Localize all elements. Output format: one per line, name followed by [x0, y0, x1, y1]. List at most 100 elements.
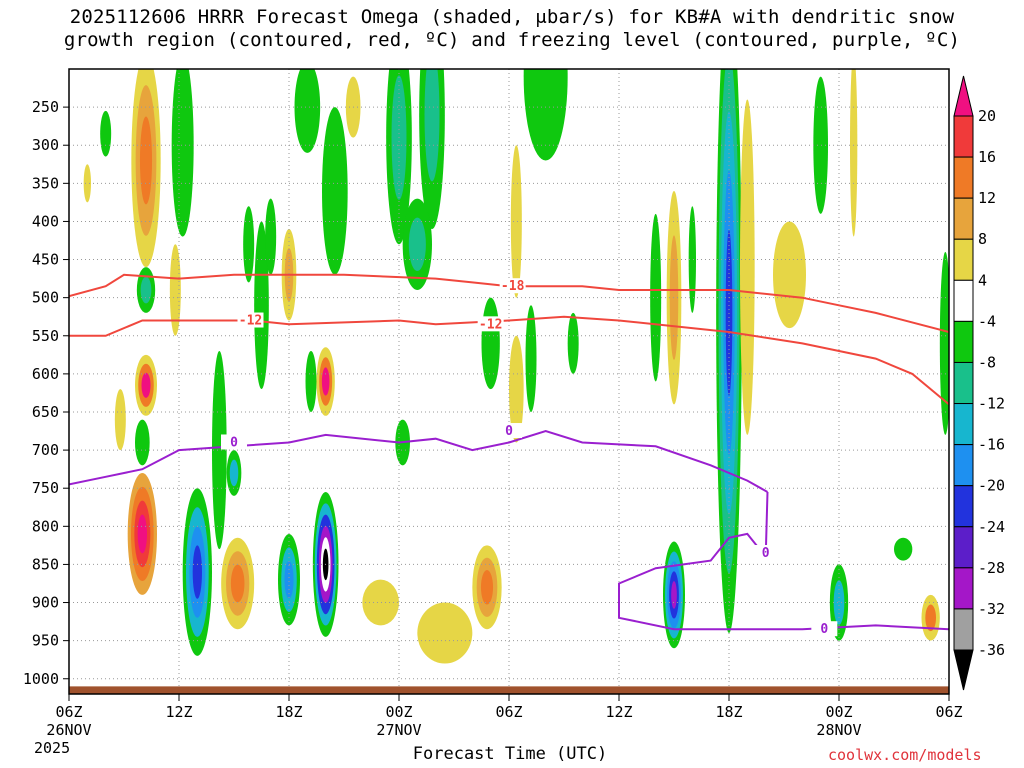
y-tick-label-13: 900 [32, 594, 59, 612]
omega-cell-40-level-0 [688, 206, 696, 313]
omega-cell-6-level-0 [83, 164, 92, 203]
chart-title: 2025112606 HRRR Forecast Omega (shaded, … [0, 6, 1024, 52]
x-tick-day-0: 26NOV [46, 721, 91, 739]
omega-cell-13-level-2 [230, 564, 245, 603]
omega-cell-17-level-2 [284, 560, 294, 599]
omega-cell-2-level-0 [135, 419, 150, 466]
colorbar-label-6: -8 [978, 353, 996, 371]
y-tick-label-10: 750 [32, 479, 59, 497]
chart-title-line-1: 2025112606 HRRR Forecast Omega (shaded, … [69, 6, 955, 28]
omega-cell-16-level-0 [265, 198, 277, 275]
contour-label-bg-freezing-level-b [496, 423, 522, 439]
contour-dgz-minus12 [69, 315, 949, 406]
omega-cell-9-level-0 [171, 69, 194, 237]
y-tick-label-11: 800 [32, 517, 59, 535]
contour-freezing-level [69, 429, 768, 493]
credit-link[interactable]: coolwx.com/models [828, 746, 982, 764]
colorbar-label-0: 20 [978, 107, 996, 125]
omega-cell-1-level-2 [141, 372, 151, 398]
y-tick-label-6: 550 [32, 327, 59, 345]
omega-cell-24-level-0 [322, 107, 348, 275]
x-tick-label-0: 06Z [55, 703, 82, 721]
y-tick-label-5: 500 [32, 289, 59, 307]
colorbar-band-8 [953, 403, 974, 446]
colorbar-band-12 [953, 567, 974, 610]
omega-cell-7-level-1 [140, 276, 152, 304]
omega-cell-19-level-0 [294, 69, 321, 153]
colorbar-band-2 [953, 156, 974, 199]
contour-freezing-surface [618, 491, 949, 631]
colorbar-label-13: -36 [978, 641, 1005, 659]
omega-cell-38-level-0 [650, 213, 662, 382]
contour-label-bg-freezing-surface-b [811, 621, 838, 637]
omega-cell-44-level-0 [773, 221, 806, 329]
contour-label-bg-dgz-minus12 [237, 312, 264, 328]
omega-cell-10-level-3 [192, 545, 202, 599]
omega-cell-31-level-2 [480, 570, 494, 605]
colorbar-label-5: -4 [978, 312, 996, 330]
colorbar-label-7: -12 [978, 395, 1005, 413]
omega-cell-4-level-2 [139, 116, 153, 205]
x-axis-year: 2025 [34, 739, 71, 757]
colorbar-band-10 [953, 485, 974, 528]
colorbar: 20 16 12 8 4 -4 -8 -12 -16 -20 -24 -28 -32 -36 [953, 75, 1005, 691]
omega-cell-43-level-0 [740, 99, 755, 435]
omega-cell-47-level-0 [850, 69, 858, 237]
colorbar-label-11: -28 [978, 559, 1005, 577]
colorbar-band-3 [953, 197, 974, 240]
colorbar-band-1 [953, 115, 974, 158]
y-tick-label-2: 350 [32, 174, 59, 192]
colorbar-band-7 [953, 361, 974, 405]
contour-label-dgz-minus12: -12 [239, 314, 262, 329]
colorbar-band-14 [953, 649, 974, 691]
contour-label-freezing-surface-b: 0 [820, 622, 828, 637]
colorbar-label-2: 12 [978, 189, 996, 207]
y-tick-label-1: 300 [32, 136, 59, 154]
contour-label-bg-dgz-minus18 [499, 278, 526, 294]
omega-cell-37-level-0 [567, 312, 579, 374]
x-tick-day-3: 27NOV [376, 721, 421, 739]
omega-cell-15-level-0 [254, 221, 269, 390]
omega-cells [83, 69, 949, 664]
contour-dgz-minus18 [69, 273, 949, 333]
omega-cell-50-level-0 [939, 251, 949, 435]
omega-cell-41-level-4 [671, 581, 677, 609]
omega-cell-29-level-0 [362, 579, 399, 626]
x-tick-label-7: 00Z [825, 703, 852, 721]
omega-cell-46-level-1 [833, 580, 845, 625]
chart-title-line-2: growth region (contoured, red, ºC) and f… [63, 29, 961, 51]
omega-cell-36-level-0 [523, 69, 568, 161]
x-tick-label-4: 06Z [495, 703, 522, 721]
omega-cell-12-level-1 [229, 459, 239, 487]
colorbar-band-5 [953, 279, 974, 322]
contour-label-bg-freezing-level [221, 434, 247, 450]
colorbar-band-9 [953, 444, 974, 487]
x-tick-label-5: 12Z [605, 703, 632, 721]
colorbar-band-0 [953, 75, 974, 117]
terrain-surface [69, 686, 949, 694]
omega-cell-3-level-0 [114, 389, 126, 451]
colorbar-label-8: -16 [978, 436, 1005, 454]
x-tick-label-8: 06Z [935, 703, 962, 721]
colorbar-band-11 [953, 526, 974, 569]
y-tick-label-14: 950 [32, 632, 59, 650]
contour-label-dgz-minus12-b: -12 [479, 317, 502, 332]
colorbar-label-9: -20 [978, 477, 1005, 495]
colorbar-band-4 [953, 238, 974, 281]
y-tick-label-12: 850 [32, 555, 59, 573]
omega-cell-11-level-0 [212, 351, 227, 550]
contour-lines: -18 -12 -12 0 0 0 0 [69, 273, 949, 637]
y-tick-label-9: 700 [32, 441, 59, 459]
colorbar-label-3: 8 [978, 230, 987, 248]
colorbar-band-6 [953, 320, 974, 363]
omega-cell-30-level-0 [417, 602, 473, 664]
contour-label-bg-freezing-surface [752, 544, 779, 560]
omega-cell-20-level-0 [305, 351, 317, 412]
omega-cell-39-level-1 [669, 235, 679, 360]
y-tick-label-15: 1000 [23, 670, 59, 688]
contour-label-freezing-surface: 0 [762, 546, 770, 561]
x-tick-label-6: 18Z [715, 703, 742, 721]
colorbar-label-4: 4 [978, 271, 987, 289]
